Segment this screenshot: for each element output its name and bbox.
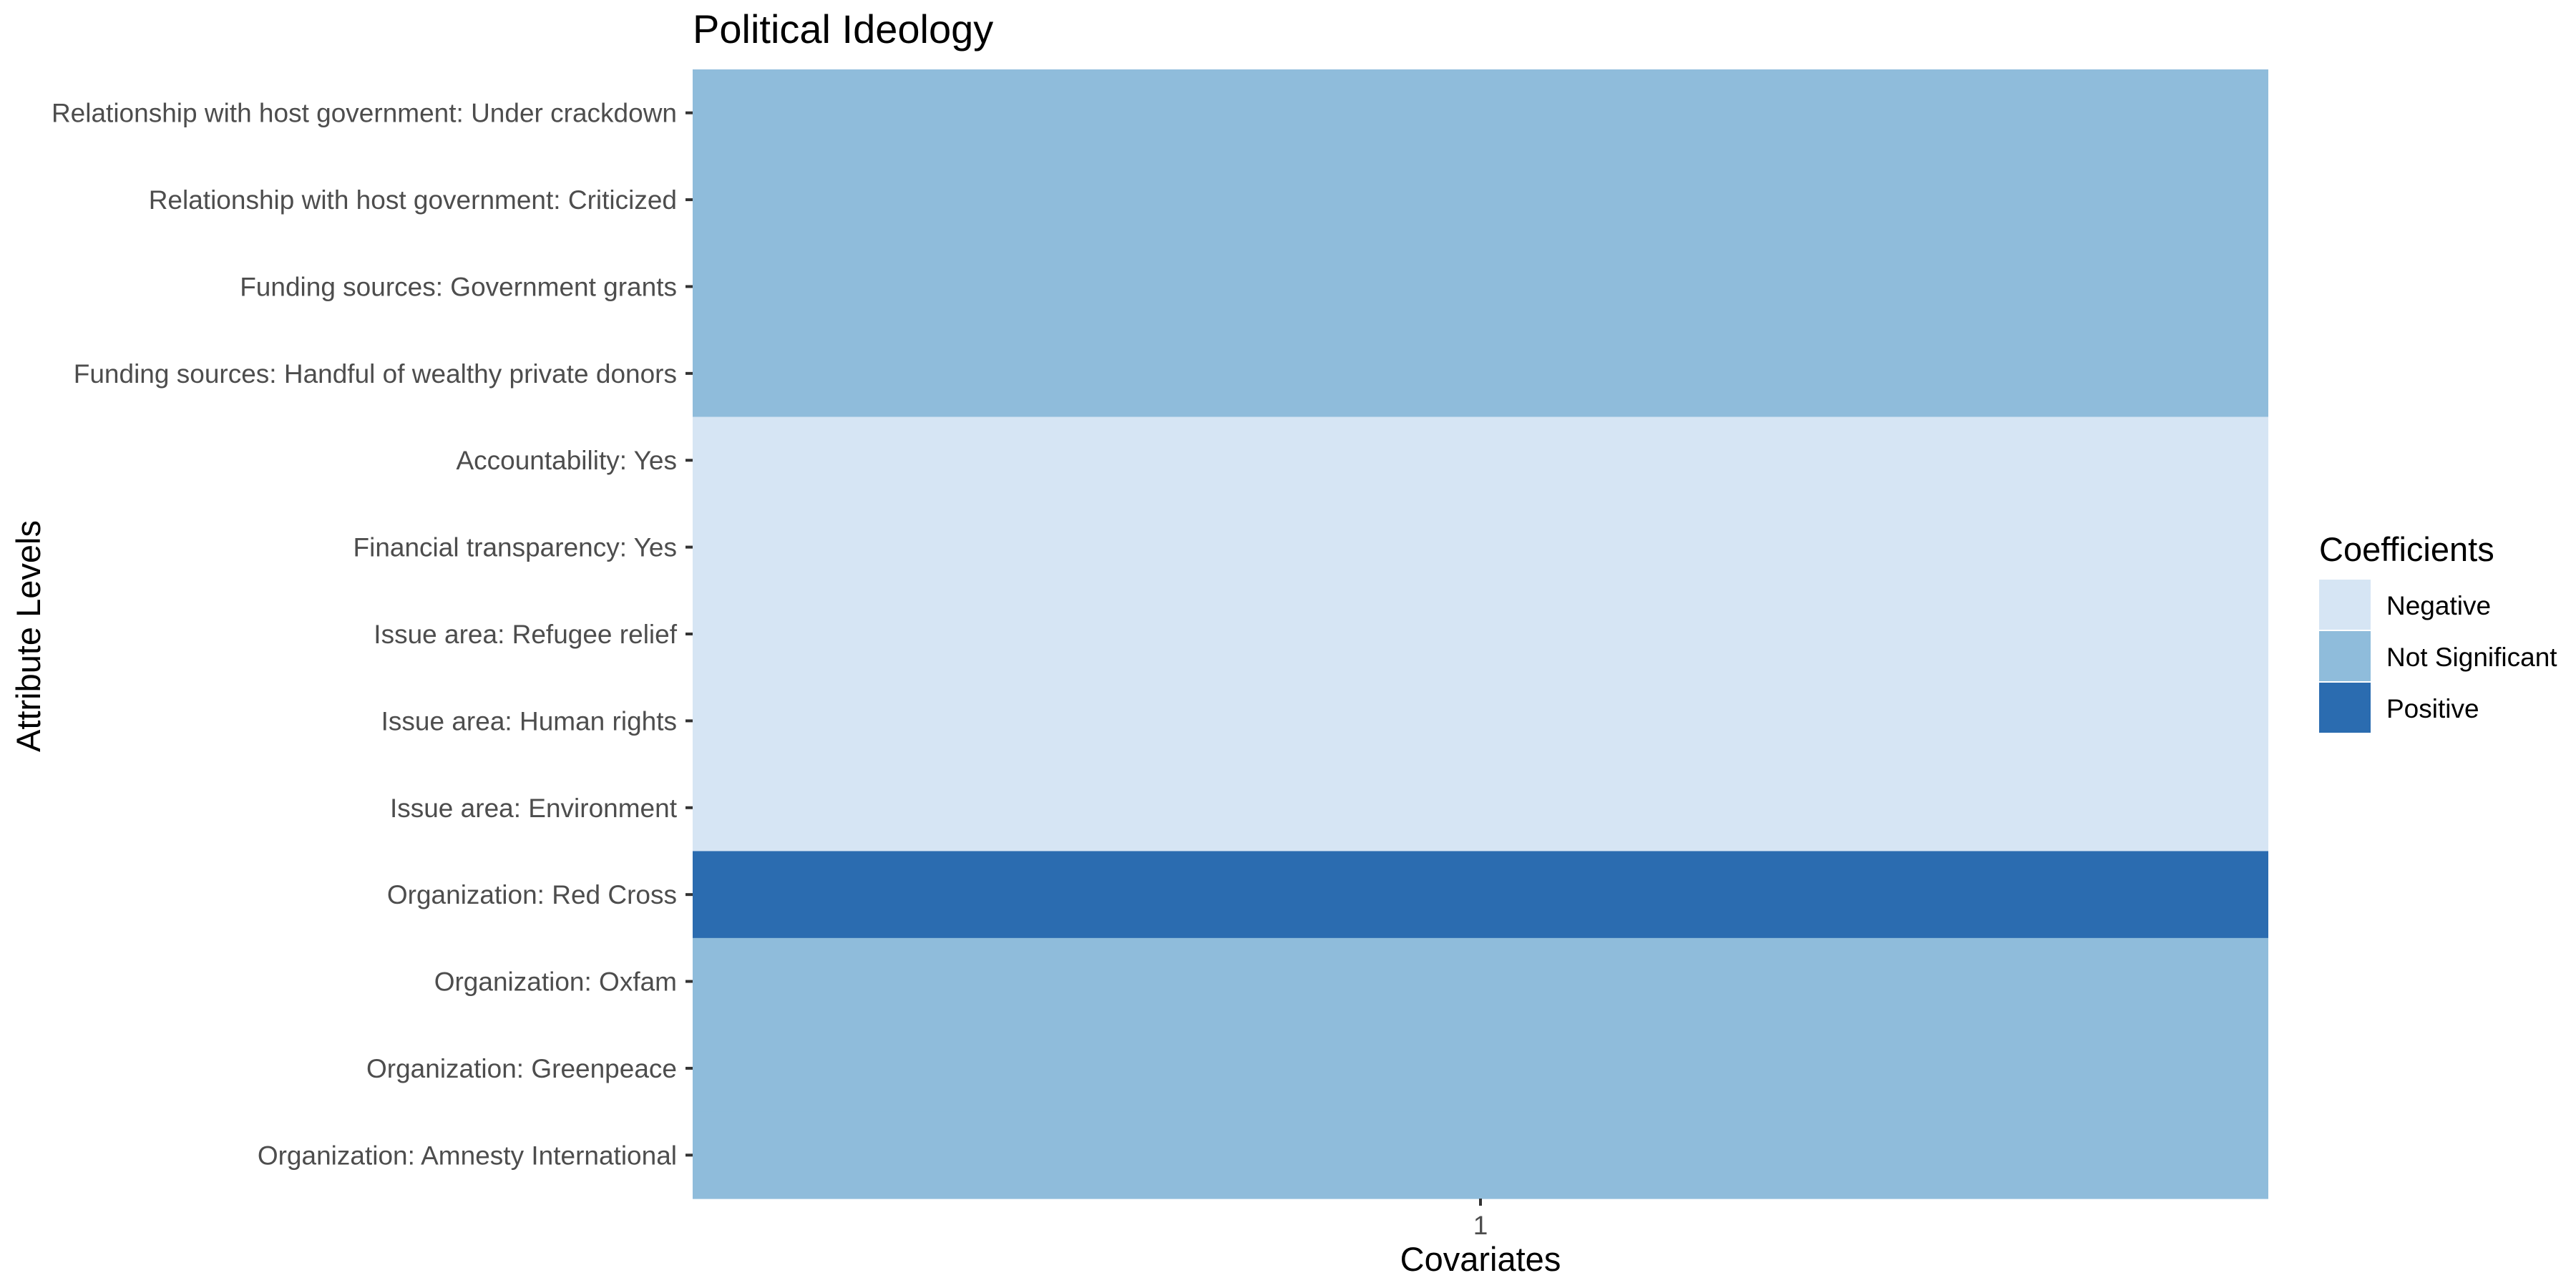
legend-key [2319,580,2371,630]
heatmap-cell [693,590,2268,678]
legend-key [2319,631,2371,681]
heatmap-cell [693,677,2268,765]
y-tick-label: Funding sources: Government grants [240,272,677,301]
legend: Coefficients Negative Not Significant Posi… [2319,530,2557,733]
y-tick-label: Funding sources: Handful of wealthy priv… [74,359,677,389]
y-tick-label: Relationship with host government: Criti… [149,185,677,215]
heatmap-cell [693,503,2268,591]
y-tick-label: Issue area: Human rights [381,706,677,736]
heatmap-cell [693,764,2268,852]
x-tick-label: 1 [1473,1211,1488,1240]
heatmap-cell [693,330,2268,418]
legend-label: Negative [2386,591,2491,620]
heatmap-cell [693,1025,2268,1113]
y-axis-title: Attribute Levels [9,520,47,752]
heatmap-cell [693,1111,2268,1199]
y-tick-label: Organization: Amnesty International [258,1141,677,1170]
y-tick-label: Organization: Oxfam [434,967,677,997]
legend-label: Not Significant [2386,643,2557,672]
heatmap-cell [693,416,2268,504]
heatmap-cell [693,156,2268,244]
x-axis-title: Covariates [1400,1240,1561,1278]
y-tick-label: Issue area: Environment [390,794,678,823]
y-tick-label: Organization: Red Cross [387,880,677,909]
x-axis-ticks: 1 [1473,1199,1488,1240]
y-axis-ticks: Relationship with host government: Under… [52,99,693,1170]
legend-title: Coefficients [2319,530,2494,568]
heatmap-cell [693,937,2268,1025]
heatmap-cell [693,243,2268,331]
y-tick-label: Issue area: Refugee relief [374,620,677,649]
heatmap-cells [693,69,2268,1199]
chart-title: Political Ideology [693,6,993,52]
heatmap-cell [693,851,2268,939]
heatmap-cell [693,69,2268,157]
y-tick-label: Financial transparency: Yes [353,533,678,562]
legend-label: Positive [2386,694,2479,723]
legend-key [2319,683,2371,733]
y-tick-label: Relationship with host government: Under… [52,99,677,128]
y-tick-label: Organization: Greenpeace [366,1054,677,1083]
y-tick-label: Accountability: Yes [456,446,677,475]
